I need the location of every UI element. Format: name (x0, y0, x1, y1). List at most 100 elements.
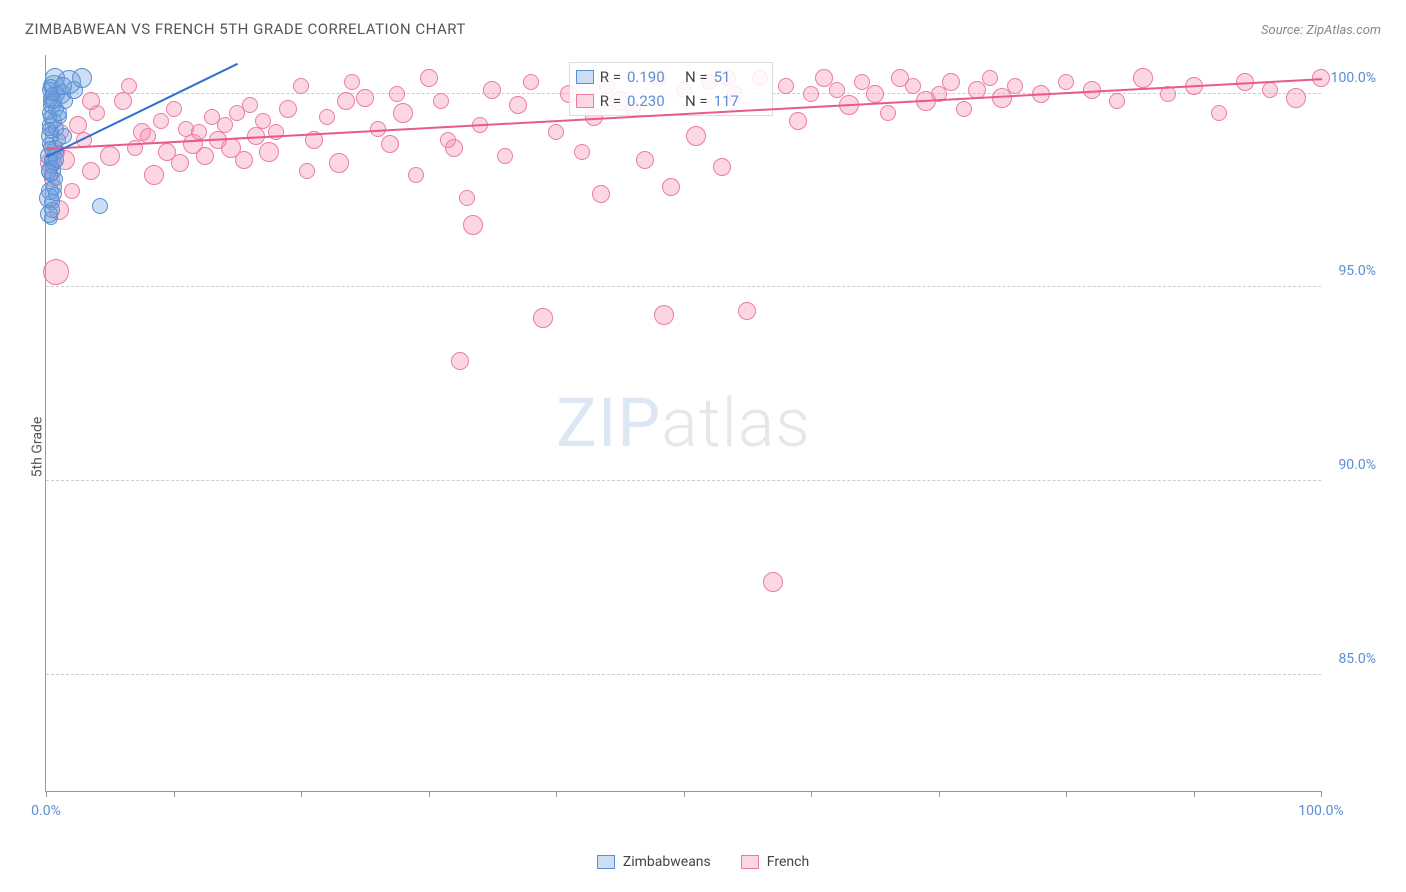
legend-item-zimbabweans: Zimbabweans (597, 854, 711, 870)
point-french (1109, 93, 1125, 109)
point-french (408, 167, 424, 183)
point-french (235, 151, 253, 169)
legend: Zimbabweans French (0, 854, 1406, 870)
point-french (548, 124, 564, 140)
point-french (789, 112, 807, 130)
point-french (778, 78, 794, 94)
point-french (69, 116, 87, 134)
point-zimbabwean (42, 122, 56, 136)
point-french (1007, 78, 1023, 94)
x-tick (429, 791, 430, 797)
y-tick-label: 95.0% (1338, 263, 1376, 279)
legend-label-french: French (767, 854, 809, 870)
legend-item-french: French (741, 854, 809, 870)
point-zimbabwean (92, 198, 108, 214)
point-french (1286, 88, 1306, 108)
stat-swatch (576, 94, 594, 108)
point-french (299, 163, 315, 179)
point-french (982, 70, 998, 86)
point-french (329, 153, 349, 173)
point-french (942, 73, 960, 91)
point-french (420, 69, 438, 87)
point-french (344, 74, 360, 90)
x-tick (811, 791, 812, 797)
x-tick (1066, 791, 1067, 797)
point-french (803, 86, 819, 102)
point-french (866, 85, 884, 103)
plot-area: ZIPatlas 85.0%90.0%95.0%100.0%0.0%100.0%… (45, 55, 1321, 792)
point-french (905, 78, 921, 94)
x-tick (301, 791, 302, 797)
point-french (144, 165, 164, 185)
point-french (279, 100, 297, 118)
x-tick (939, 791, 940, 797)
point-french (1058, 74, 1074, 90)
point-zimbabwean (41, 163, 57, 179)
x-tick-label: 0.0% (31, 803, 61, 819)
point-french (121, 78, 137, 94)
x-tick (684, 791, 685, 797)
watermark-zip: ZIP (556, 383, 661, 463)
point-french (440, 132, 456, 148)
point-french (1262, 82, 1278, 98)
x-tick (174, 791, 175, 797)
watermark-atlas: atlas (661, 383, 811, 463)
legend-swatch-blue (597, 855, 615, 869)
stats-box: R =0.190N =51R =0.230N =117 (569, 62, 773, 116)
gridline (46, 674, 1321, 675)
y-axis-label: 5th Grade (29, 416, 45, 477)
point-french (1133, 68, 1153, 88)
point-french (171, 154, 189, 172)
point-french (337, 92, 355, 110)
legend-label-zimbabweans: Zimbabweans (623, 854, 711, 870)
x-tick (1194, 791, 1195, 797)
point-french (100, 146, 120, 166)
point-french (686, 126, 706, 146)
point-french (956, 101, 972, 117)
point-zimbabwean (45, 87, 59, 101)
point-french (523, 74, 539, 90)
point-french (82, 92, 100, 110)
point-french (268, 124, 284, 140)
watermark: ZIPatlas (556, 383, 811, 463)
point-french (636, 151, 654, 169)
stat-r-value: 0.230 (627, 89, 679, 113)
stat-n-value: 51 (714, 65, 766, 89)
x-tick (1321, 791, 1322, 797)
point-french (509, 96, 527, 114)
point-zimbabwean (40, 205, 58, 223)
point-french (497, 148, 513, 164)
stat-r-label: R = (600, 65, 621, 89)
point-french (153, 113, 169, 129)
point-french (713, 158, 731, 176)
point-french (293, 78, 309, 94)
legend-swatch-pink (741, 855, 759, 869)
gridline (46, 286, 1321, 287)
point-french (574, 144, 590, 160)
y-tick-label: 85.0% (1338, 651, 1376, 667)
point-french (43, 259, 69, 285)
point-french (191, 124, 207, 140)
point-french (654, 305, 674, 325)
stat-r-value: 0.190 (627, 65, 679, 89)
chart-title: ZIMBABWEAN VS FRENCH 5TH GRADE CORRELATI… (25, 20, 466, 38)
point-french (242, 97, 258, 113)
source-label: Source: ZipAtlas.com (1261, 23, 1381, 38)
point-french (217, 117, 233, 133)
stat-n-label: N = (685, 89, 708, 113)
point-french (763, 572, 783, 592)
point-zimbabwean (72, 68, 92, 88)
stat-row: R =0.190N =51 (576, 65, 766, 89)
point-french (259, 142, 279, 162)
point-french (381, 135, 399, 153)
point-french (592, 185, 610, 203)
point-french (451, 352, 469, 370)
point-french (880, 105, 896, 121)
point-french (433, 93, 449, 109)
point-french (196, 147, 214, 165)
point-french (389, 86, 405, 102)
point-french (356, 89, 374, 107)
point-french (459, 190, 475, 206)
point-zimbabwean (48, 187, 62, 201)
y-tick-label: 90.0% (1338, 457, 1376, 473)
